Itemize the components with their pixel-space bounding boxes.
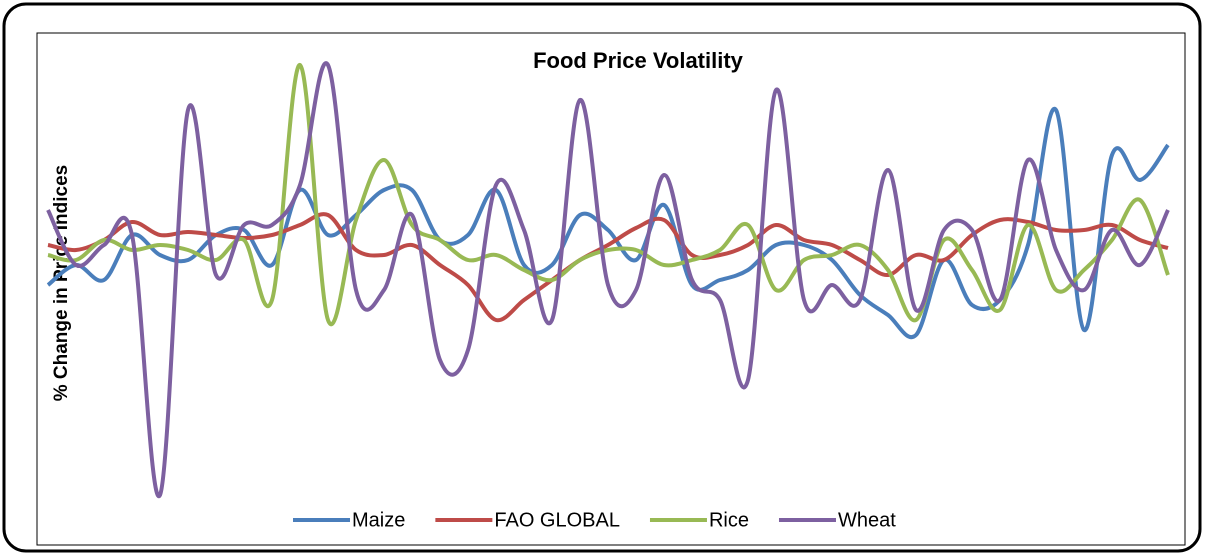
series-line [46,61,1170,499]
series-line [47,62,1170,326]
legend-label: Rice [709,509,749,531]
series-line [46,106,1170,340]
legend-label: Maize [352,509,405,531]
y-axis-label: % Change in Price Indices [51,165,72,402]
chart-title: Food Price Volatility [533,48,744,73]
legend-label: Wheat [838,509,896,531]
legend-label: FAO GLOBAL [494,509,620,531]
